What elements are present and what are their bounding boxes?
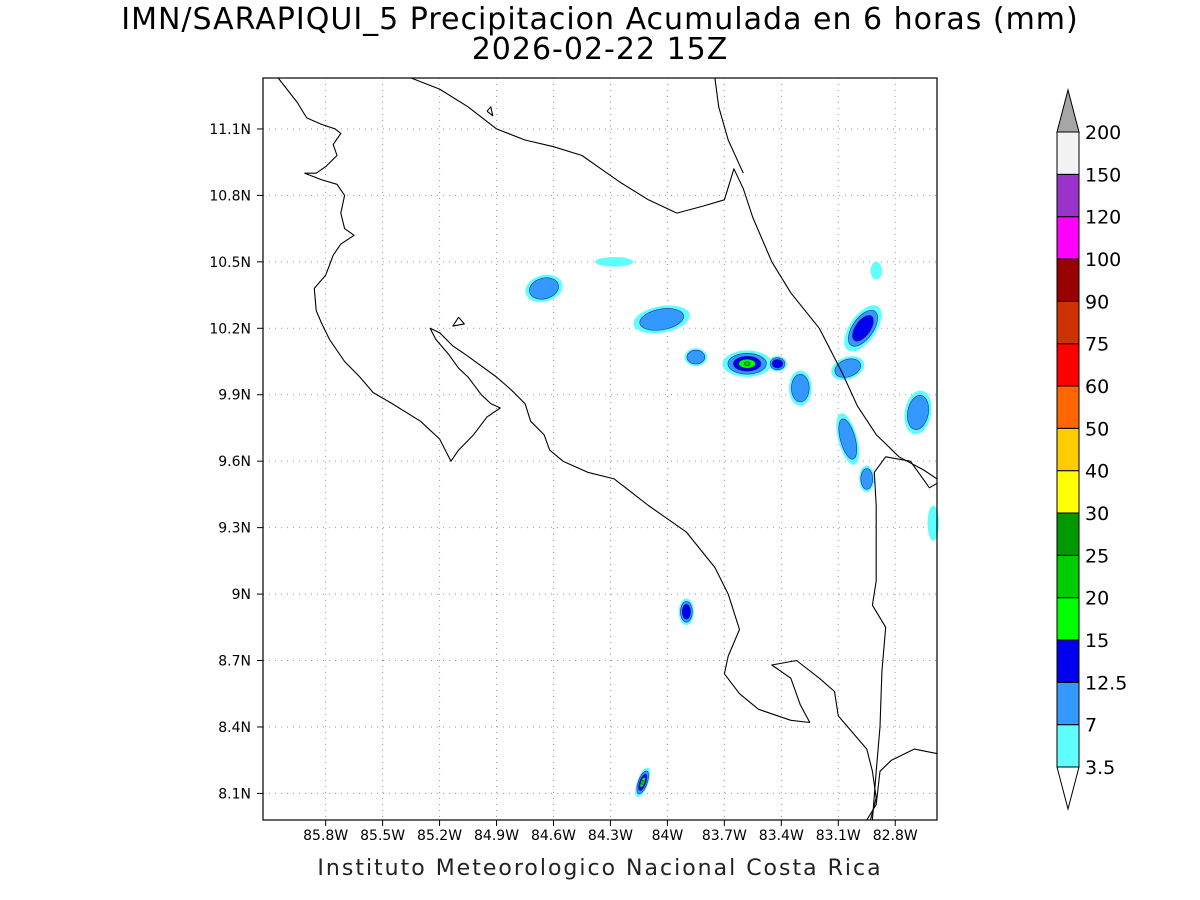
x-tick-label: 85.8W	[303, 828, 348, 844]
colorbar-swatch	[1056, 681, 1080, 726]
colorbar-swatch	[1056, 512, 1080, 556]
colorbar-swatch	[1056, 554, 1080, 599]
y-tick-label: 8.7N	[218, 654, 251, 670]
precip-cell-level-1	[907, 395, 929, 430]
colorbar-level-label: 20	[1085, 588, 1109, 610]
coastline	[714, 77, 744, 174]
y-tick-label: 8.1N	[218, 786, 251, 802]
x-tick-label: 85.5W	[360, 828, 405, 844]
colorbar-swatch	[1056, 724, 1080, 768]
coastline	[866, 748, 938, 821]
precip-cell-level-1	[834, 358, 861, 378]
y-tick-label: 9.6N	[218, 454, 251, 470]
colorbar-level-label: 12.5	[1085, 672, 1127, 694]
map-subtitle-date: 2026-02-22 15Z	[471, 32, 729, 67]
precip-cell-level-2	[852, 315, 874, 342]
precip-cell-level-1	[686, 349, 706, 365]
colorbar-level-label: 7	[1085, 715, 1097, 737]
x-tick-label: 84.9W	[474, 828, 519, 844]
colorbar-swatch	[1056, 258, 1080, 302]
x-tick-label: 84.6W	[531, 828, 576, 844]
colorbar-level-label: 150	[1085, 164, 1121, 186]
coastline	[452, 316, 465, 327]
map-title: IMN/SARAPIQUI_5 Precipitacion Acumulada …	[121, 2, 1079, 37]
y-tick-label: 9N	[232, 587, 251, 603]
footer-credit: Instituto Meteorologico Nacional Costa R…	[317, 856, 883, 881]
map-frame	[262, 77, 938, 821]
y-tick-label: 10.2N	[209, 321, 251, 337]
colorbar-level-label: 40	[1085, 461, 1109, 483]
y-tick-label: 9.9N	[218, 388, 251, 404]
longitude-axis: 85.8W 85.5W 85.2W 84.9W 84.6W 84.3W 84W 83.7W 83…	[303, 820, 918, 844]
colorbar-swatch	[1056, 216, 1080, 260]
x-tick-label: 84.3W	[588, 828, 633, 844]
coastline	[277, 77, 877, 821]
x-tick-label: 83.7W	[702, 828, 747, 844]
map-grid	[263, 78, 937, 820]
precip-cell-level-1	[860, 468, 873, 490]
colorbar-swatch	[1056, 427, 1080, 472]
country-border	[871, 456, 938, 821]
colorbar-swatch	[1056, 173, 1080, 218]
colorbar-swatch	[1056, 343, 1080, 387]
precip-cell-level-0	[927, 505, 939, 541]
colorbar-top-arrow	[1056, 88, 1080, 133]
colorbar-level-label: 200	[1085, 122, 1121, 144]
y-tick-label: 10.5N	[209, 255, 251, 271]
x-tick-label: 83.1W	[816, 828, 861, 844]
coastline	[410, 77, 938, 480]
colorbar-swatch	[1056, 385, 1080, 429]
precip-cell-level-1	[838, 418, 858, 460]
colorbar-swatch	[1056, 300, 1080, 345]
colorbar-level-label: 120	[1085, 207, 1121, 229]
colorbar-legend: 3.5 7 12.5 15 20 25 30 40 50 60 75 90 100 120 150 200	[1056, 88, 1127, 811]
x-tick-label: 83.4W	[759, 828, 804, 844]
x-tick-label: 82.8W	[873, 828, 918, 844]
colorbar-swatch	[1056, 597, 1080, 641]
y-tick-label: 8.4N	[218, 720, 251, 736]
colorbar-swatch	[1056, 639, 1080, 683]
precip-cell-level-2	[771, 359, 784, 369]
colorbar-level-label: 50	[1085, 418, 1109, 440]
precipitation-layer	[525, 256, 939, 798]
colorbar-swatch	[1056, 470, 1080, 514]
colorbar-level-label: 60	[1085, 376, 1109, 398]
precip-cell-level-2	[681, 604, 691, 620]
precip-cell-level-0	[595, 256, 634, 267]
x-tick-label: 84W	[652, 828, 684, 844]
precip-cell-level-4	[640, 780, 646, 785]
colorbar-level-label: 15	[1085, 630, 1109, 652]
colorbar-bottom-arrow	[1056, 766, 1080, 811]
coastline	[486, 106, 494, 117]
colorbar-level-label: 90	[1085, 291, 1109, 313]
precip-cell-level-1	[791, 373, 810, 403]
colorbar-level-label: 30	[1085, 503, 1109, 525]
colorbar-level-label: 75	[1085, 334, 1109, 356]
precip-cell-level-4	[743, 361, 751, 367]
precip-cell-level-0	[870, 261, 882, 280]
y-tick-label: 10.8N	[209, 188, 251, 204]
y-tick-label: 9.3N	[218, 521, 251, 537]
coastline-layer	[277, 77, 938, 821]
colorbar-level-label: 100	[1085, 249, 1121, 271]
precip-cell-level-1	[639, 308, 684, 331]
y-tick-label: 11.1N	[209, 122, 251, 138]
latitude-axis: 8.1N 8.4N 8.7N 9N 9.3N 9.6N 9.9N 10.2N 10.5N 10.8…	[209, 122, 263, 802]
colorbar-swatch	[1056, 131, 1080, 175]
colorbar-level-label: 25	[1085, 545, 1109, 567]
x-tick-label: 85.2W	[417, 828, 462, 844]
colorbar-level-label: 3.5	[1085, 757, 1115, 779]
precip-cell-level-1	[529, 277, 559, 300]
